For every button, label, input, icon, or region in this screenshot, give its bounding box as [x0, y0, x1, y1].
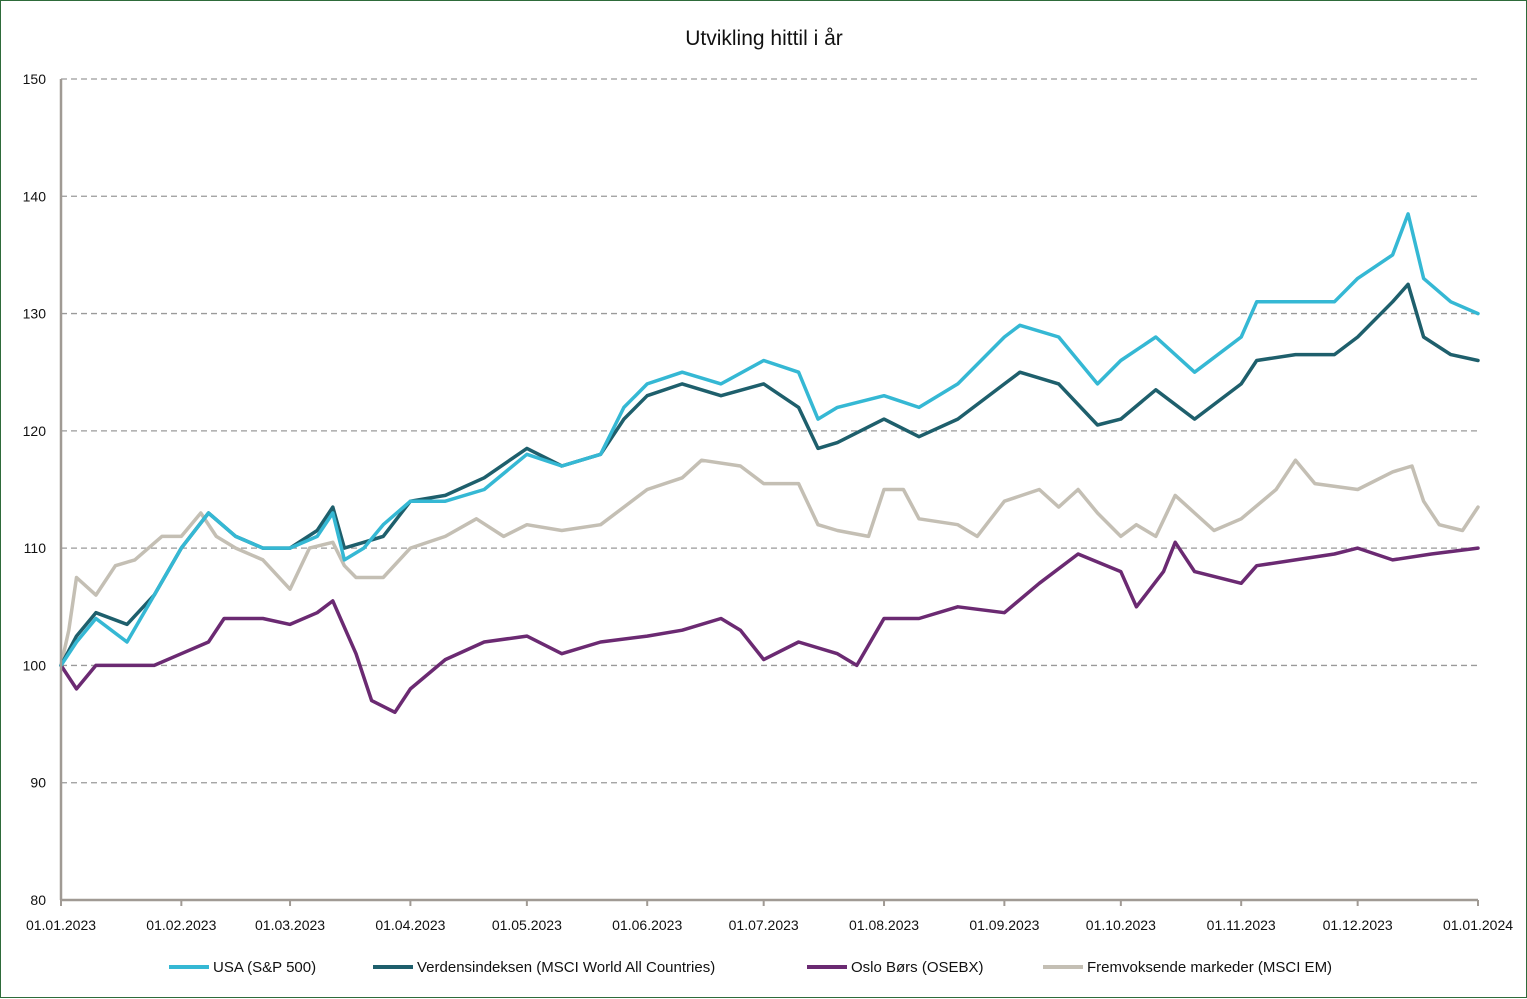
series-line-3 — [59, 458, 1480, 668]
x-tick-label: 01.05.2023 — [492, 917, 562, 933]
x-tick-label: 01.06.2023 — [612, 917, 682, 933]
y-tick-label: 100 — [23, 657, 47, 673]
y-tick-label: 130 — [23, 306, 47, 322]
y-tick-label: 80 — [30, 892, 46, 908]
y-tick-label: 120 — [23, 423, 47, 439]
x-tick-label: 01.04.2023 — [375, 917, 445, 933]
series-line-2 — [59, 540, 1480, 715]
legend-label: Oslo Børs (OSEBX) — [851, 959, 984, 976]
series-line-1 — [59, 282, 1480, 668]
x-tick-label: 01.01.2024 — [1443, 917, 1513, 933]
x-tick-label: 01.02.2023 — [146, 917, 216, 933]
x-tick-label: 01.03.2023 — [255, 917, 325, 933]
y-tick-label: 150 — [23, 71, 47, 87]
x-tick-label: 01.09.2023 — [969, 917, 1039, 933]
x-tick-label: 01.10.2023 — [1086, 917, 1156, 933]
legend: USA (S&P 500) Verdensindeksen (MSCI World… — [169, 959, 1332, 976]
y-tick-label: 110 — [24, 540, 47, 556]
legend-label: USA (S&P 500) — [213, 959, 316, 976]
series-line-0 — [59, 212, 1480, 668]
series-lines — [59, 212, 1480, 715]
x-tick-label: 01.01.2023 — [26, 917, 96, 933]
axes: 80 90 100 110 120 130 140 150 01.01.2023 01.02.20… — [23, 71, 1514, 933]
x-tick-label: 01.08.2023 — [849, 917, 919, 933]
legend-label: Verdensindeksen (MSCI World All Countrie… — [417, 959, 715, 976]
x-tick-label: 01.07.2023 — [729, 917, 799, 933]
chart-title: Utvikling hittil i år — [685, 27, 843, 50]
x-tick-label: 01.11.2023 — [1207, 917, 1276, 933]
x-tick-label: 01.12.2023 — [1323, 917, 1393, 933]
y-tick-label: 90 — [30, 775, 46, 791]
legend-label: Fremvoksende markeder (MSCI EM) — [1087, 959, 1332, 976]
y-tick-label: 140 — [23, 188, 47, 204]
gridlines — [61, 78, 1478, 784]
